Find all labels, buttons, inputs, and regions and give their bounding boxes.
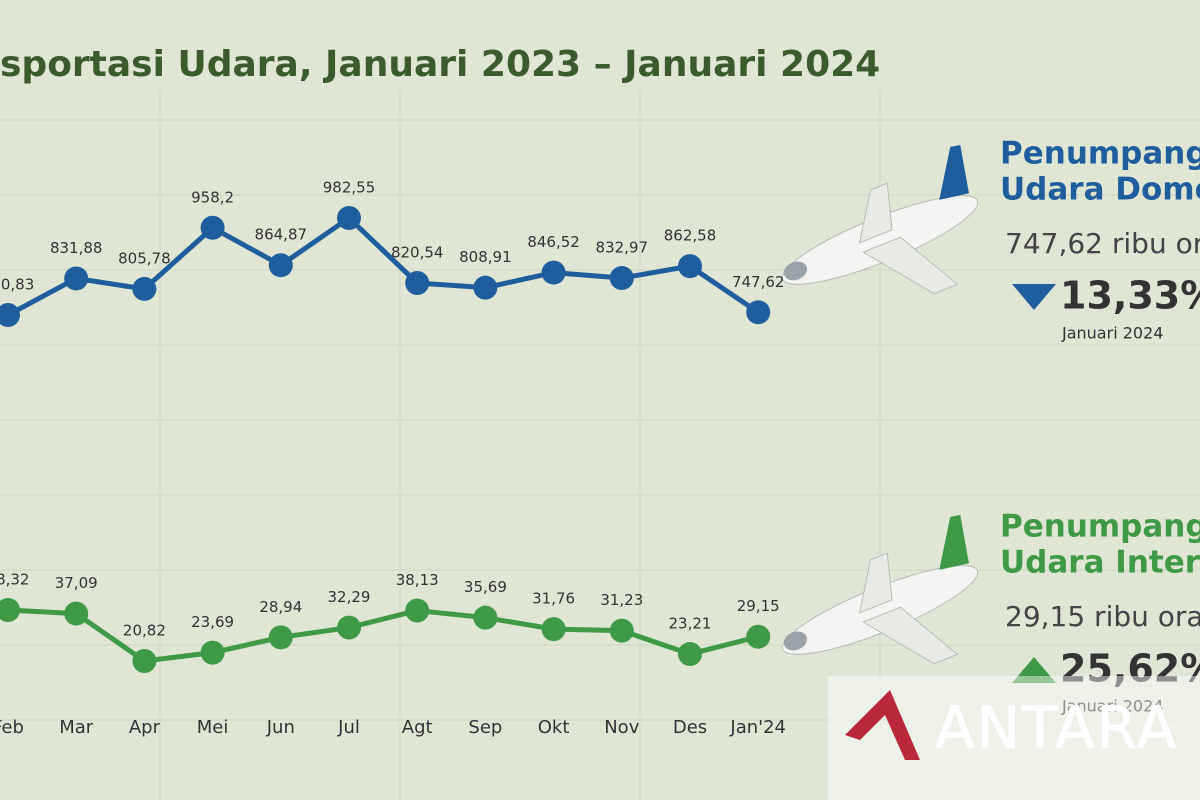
point xyxy=(64,266,89,291)
x-tick-label: Feb xyxy=(0,717,24,738)
point xyxy=(609,618,634,643)
data-label: 20,82 xyxy=(123,622,166,640)
data-label: 38,32 xyxy=(0,571,29,589)
x-tick-label: Okt xyxy=(538,717,570,738)
background-grid xyxy=(0,90,1200,800)
point xyxy=(678,642,702,667)
x-tick-label: Sep xyxy=(468,717,502,738)
point xyxy=(200,640,225,665)
point xyxy=(132,649,157,673)
data-label: 28,94 xyxy=(259,598,302,616)
x-tick-label: Des xyxy=(673,717,707,738)
data-label: 820,54 xyxy=(391,244,444,262)
x-tick-label: Nov xyxy=(604,717,639,738)
point xyxy=(609,266,634,291)
data-label: 805,78 xyxy=(118,249,171,267)
point xyxy=(541,260,566,285)
x-tick-label: Mei xyxy=(197,717,229,738)
point xyxy=(0,598,20,622)
point xyxy=(746,624,771,649)
x-tick-label: Agt xyxy=(402,717,433,738)
panel-heading: Udara Internasional xyxy=(1000,545,1200,581)
point xyxy=(678,254,702,279)
plane-international xyxy=(781,515,979,665)
point xyxy=(337,615,361,640)
panel-heading: Penumpang xyxy=(1000,509,1200,545)
point xyxy=(337,206,361,230)
data-label: 808,91 xyxy=(459,248,512,266)
data-label: 29,15 xyxy=(737,597,780,615)
data-label: 846,52 xyxy=(527,233,580,251)
point xyxy=(473,275,498,300)
title: sportasi Udara, Januari 2023 – Januari 2… xyxy=(0,44,880,85)
data-label: 862,58 xyxy=(664,227,717,245)
data-label: 747,62 xyxy=(732,273,785,291)
x-tick-label: Jun xyxy=(266,717,295,738)
point xyxy=(405,598,430,623)
data-label: 37,09 xyxy=(55,574,98,592)
panel-heading: Penumpang xyxy=(1000,136,1200,172)
panel-value: 747,62 ribu orang xyxy=(1005,227,1200,260)
panel-period: Januari 2024 xyxy=(1061,324,1163,343)
change-arrow xyxy=(1012,284,1056,310)
change-arrow xyxy=(1012,657,1056,683)
data-label: 23,69 xyxy=(191,613,234,631)
data-label: 831,88 xyxy=(50,239,103,257)
x-tick-label: Jul xyxy=(337,717,360,738)
point xyxy=(0,303,20,327)
data-label: 23,21 xyxy=(669,615,712,633)
data-label: 958,2 xyxy=(191,188,234,206)
panel-change: 13,33% xyxy=(1060,274,1200,318)
panel-heading: Udara Domestik xyxy=(1000,172,1200,208)
point xyxy=(268,253,293,278)
data-label: 31,76 xyxy=(532,590,575,608)
data-label: 864,87 xyxy=(255,226,308,244)
point xyxy=(405,271,430,296)
data-label: 35,69 xyxy=(464,578,507,596)
point xyxy=(268,625,293,650)
point xyxy=(541,617,566,642)
data-label: 31,23 xyxy=(600,591,643,609)
data-label: 38,13 xyxy=(396,571,439,589)
panel-value: 29,15 ribu orang xyxy=(1005,600,1200,633)
data-label: 832,97 xyxy=(596,239,649,257)
panel-period: Januari 2024 xyxy=(1061,697,1163,716)
point xyxy=(746,300,771,325)
point xyxy=(473,605,498,630)
x-tick-label: Jan'24 xyxy=(729,717,786,738)
point xyxy=(200,215,225,240)
plane-domestic xyxy=(781,145,979,295)
data-label: 32,29 xyxy=(328,588,371,606)
watermark: ANTARA xyxy=(935,694,1178,762)
data-label: 982,55 xyxy=(323,179,376,197)
data-label: 740,83 xyxy=(0,276,34,294)
series-line xyxy=(7,607,759,664)
point xyxy=(132,276,157,301)
panel-change: 25,62% xyxy=(1060,647,1200,691)
x-tick-label: Mar xyxy=(59,717,94,738)
x-tick-label: Apr xyxy=(129,717,161,738)
point xyxy=(64,601,89,626)
watermark-logo xyxy=(845,690,920,760)
